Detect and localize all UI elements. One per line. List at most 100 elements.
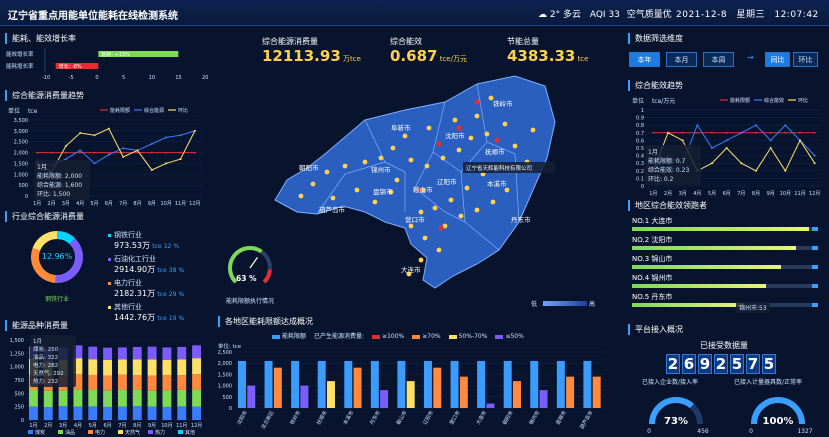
consumption-bar [327,381,335,408]
gauge-max: 456 [697,428,709,435]
ranking-item: NO.1 大连市 [632,216,818,231]
stack-bar-煤炭 [132,406,142,420]
legend-label: 天然气 [125,429,140,435]
liaoning-map[interactable]: 铁岭市 阜新市 沈阳市 抚顺市 朝阳市 锦州市 辽阳市 本溪市 葫芦岛市 鞍山市… [215,62,615,312]
kpi-consumption: 综合能源消费量 12113.93 万tce [262,36,361,65]
x-tick-label: 10月 [161,423,172,429]
digit-cell: 7 [746,354,760,374]
consumption-bar [592,376,601,408]
growth-text-0: 能耗: +15% [101,51,130,58]
series-point [122,147,125,150]
y-tick-label: 0 [229,406,232,412]
legend-label: 能耗限额 [730,97,750,104]
filter-btn-week[interactable]: 本周 [703,52,734,67]
series-point [122,155,125,158]
series-point [93,162,96,165]
enterprise-marker [502,121,508,127]
enterprise-marker [372,199,378,205]
ranking-item: NO.5 丹东市 [632,292,818,307]
page-title: 辽宁省重点用能单位能耗在线检测系统 [8,11,178,22]
rank-city: 大连市 [651,217,673,225]
growth-tick: -10 [42,75,50,81]
trend-unit-value: tce [27,108,38,115]
consumption-bar [539,390,548,408]
enterprise-marker [390,145,396,151]
series-point [740,162,743,165]
filter-arrow-icon: → [747,53,754,62]
rank-number: NO.2 [632,236,650,244]
rank-fill [632,284,766,288]
stack-bar-电力 [147,375,157,391]
x-tick-label: 10月 [160,201,171,207]
y-tick-label: 1,000 [14,172,28,178]
y-tick-label: 1,000 [10,365,24,371]
y-tick-label: 1,250 [10,351,24,357]
city-label: 大连市 [401,265,421,274]
energy-tooltip-line: 天然气: 292 [33,371,64,377]
x-tick-label: 营口市 [448,410,462,427]
stack-bar-油品 [43,390,53,408]
series-point [769,139,772,142]
x-tick-label: 12月 [189,201,200,207]
efficiency-tooltip-line: 综合能效: 0.23 [648,167,690,174]
limit-bar [503,360,512,408]
rank-number: NO.1 [632,217,650,225]
y-tick-label: 0.9 [636,116,644,122]
x-tick-label: 抚顺市 [315,410,329,427]
series-point [179,158,182,161]
limit-bar [291,360,300,408]
stack-bar-煤炭 [162,406,172,420]
trend-tooltip-title: 1月 [37,164,47,171]
filter-btn-mom[interactable]: 环比 [793,52,818,67]
legend-label: 环比 [798,97,808,104]
industry-value: 2182.31万 [114,289,156,298]
series-point [769,147,772,149]
x-tick-label: 12月 [809,191,820,197]
enterprise-marker [436,247,442,253]
x-tick-label: 8月 [133,201,141,207]
stack-bar-煤炭 [88,406,98,420]
stack-bar-电力 [177,375,187,390]
stack-bar-热力 [103,347,113,360]
digit-cell: 2 [714,354,728,374]
consumption-bar [406,381,415,408]
rank-city: 锦州市 [651,274,673,282]
filter-btn-year[interactable]: 本年 [629,52,660,67]
energy-tooltip-title: 1月 [33,339,42,345]
enterprise-marker [490,199,496,205]
platform-title: 平台接入概况 [628,324,683,335]
digit-cell: 5 [762,354,776,374]
digit-cell: 6 [682,354,696,374]
industry-donut [31,231,83,283]
stack-bar-煤炭 [177,406,187,420]
series-point [64,145,67,148]
rank-end-marker [812,303,818,307]
industry-pct: 19 % [168,315,185,322]
regional-legend-item: 已产生能源消费量: [314,333,364,340]
city-label: 辽阳市 [437,177,457,186]
consumption-bar [566,376,575,408]
series-point [107,151,110,154]
legend-label: 环比 [178,107,188,114]
series-point [711,131,713,134]
y-tick-label: 500 [222,395,232,401]
legend-label: 综合能源 [144,107,164,114]
legend-label: 煤炭 [35,429,45,435]
kpi-unit: tce [577,55,589,63]
filter-btn-month[interactable]: 本月 [666,52,697,67]
energy-tooltip-line: 煤炭: 250 [33,347,59,353]
x-tick-label: 6月 [723,191,731,197]
enterprise-marker [504,187,510,193]
efficiency-title: 综合能效趋势 [628,80,683,91]
enterprise-marker [342,163,348,169]
efficiency-tooltip-title: 1月 [648,149,658,156]
regional-legend-item: ≥100% [372,333,404,340]
stack-bar-煤炭 [117,406,127,420]
series-point [784,124,787,127]
filter-btn-yoy[interactable]: 同比 [765,52,790,67]
y-tick-label: 0.8 [636,123,644,129]
industry-dot-icon [108,281,111,285]
x-tick-label: 7月 [118,423,126,429]
